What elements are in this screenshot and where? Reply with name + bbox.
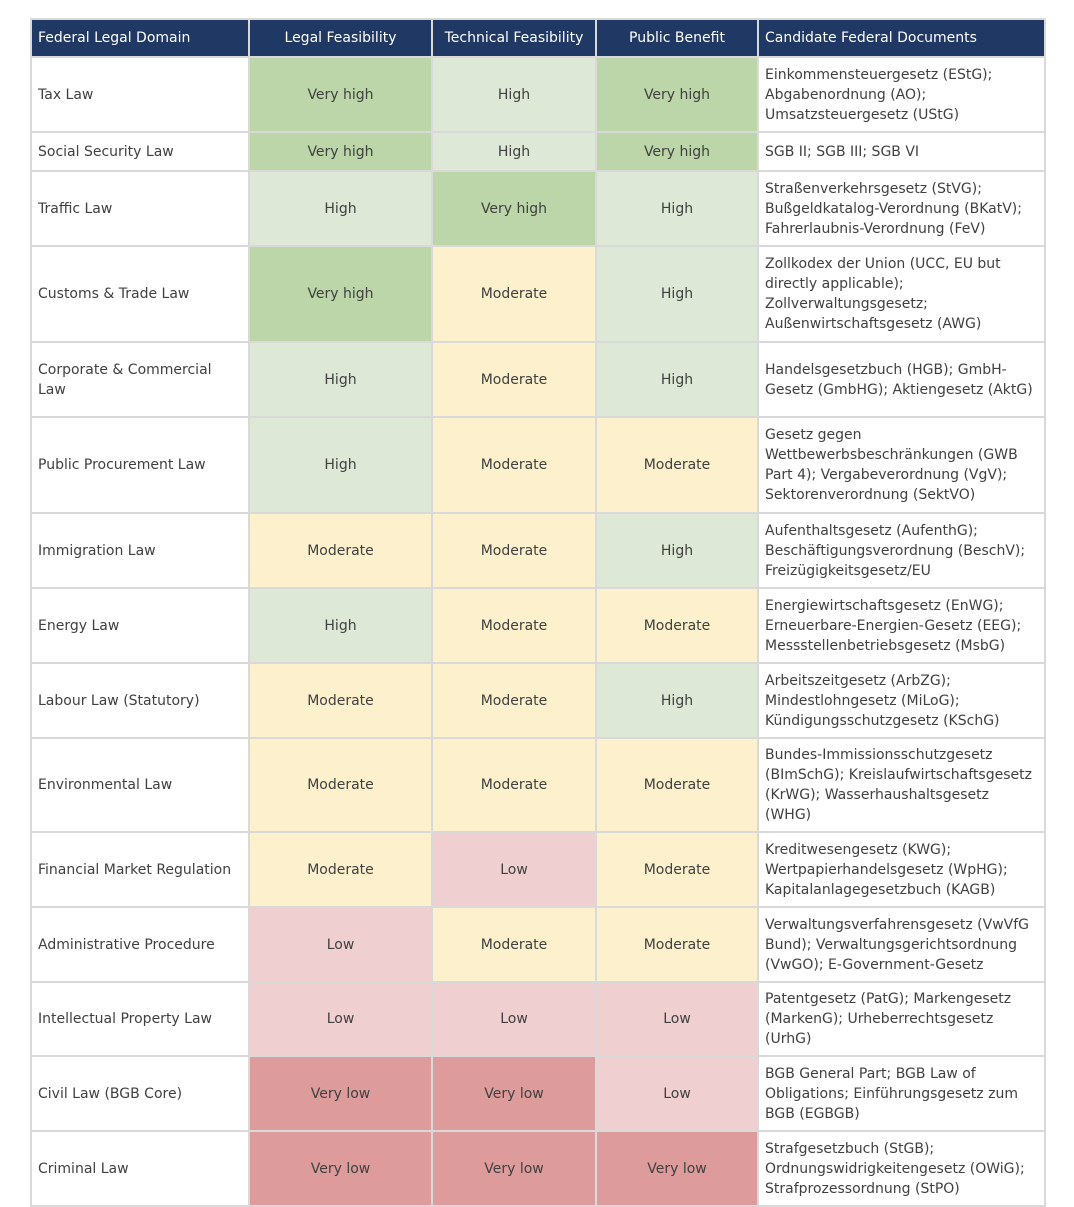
cell-legal-feasibility: Very high — [248, 131, 433, 172]
table-row: Financial Market Regulation Moderate Low Mo… — [30, 831, 1046, 908]
cell-technical-feasibility: High — [431, 56, 597, 133]
table-header-row: Federal Legal Domain Legal Feasibility T… — [30, 18, 1046, 58]
cell-public-benefit: Very high — [595, 56, 759, 133]
cell-candidate-documents: Arbeitszeitgesetz (ArbZG); Mindestlohnge… — [757, 662, 1046, 739]
cell-public-benefit: High — [595, 662, 759, 739]
cell-legal-domain: Traffic Law — [30, 170, 250, 247]
cell-public-benefit: Moderate — [595, 906, 759, 983]
cell-legal-domain: Labour Law (Statutory) — [30, 662, 250, 739]
cell-legal-domain: Public Procurement Law — [30, 416, 250, 514]
cell-candidate-documents: Einkommensteuergesetz (EStG); Abgabenord… — [757, 56, 1046, 133]
cell-technical-feasibility: Very low — [431, 1130, 597, 1207]
cell-public-benefit: High — [595, 170, 759, 247]
table-row: Labour Law (Statutory) Moderate Moderate Hi… — [30, 662, 1046, 739]
table-body: Tax Law Very high High Very high Einkommenst… — [30, 56, 1046, 1207]
cell-candidate-documents: BGB General Part; BGB Law of Obligations… — [757, 1055, 1046, 1132]
cell-public-benefit: Very high — [595, 131, 759, 172]
cell-legal-feasibility: High — [248, 416, 433, 514]
cell-legal-feasibility: High — [248, 341, 433, 418]
cell-legal-domain: Tax Law — [30, 56, 250, 133]
cell-candidate-documents: Verwaltungsverfahrensgesetz (VwVfG Bund)… — [757, 906, 1046, 983]
cell-candidate-documents: Patentgesetz (PatG); Markengesetz (Marke… — [757, 981, 1046, 1057]
cell-legal-feasibility: Moderate — [248, 512, 433, 589]
cell-candidate-documents: Gesetz gegen Wettbewerbsbeschränkungen (… — [757, 416, 1046, 514]
cell-candidate-documents: Bundes-Immissionsschutzgesetz (BImSchG);… — [757, 737, 1046, 833]
cell-public-benefit: Low — [595, 1055, 759, 1132]
feasibility-table: Federal Legal Domain Legal Feasibility T… — [30, 18, 1046, 1207]
cell-candidate-documents: Kreditwesengesetz (KWG); Wertpapierhande… — [757, 831, 1046, 908]
cell-legal-feasibility: High — [248, 170, 433, 247]
cell-legal-domain: Environmental Law — [30, 737, 250, 833]
cell-legal-domain: Civil Law (BGB Core) — [30, 1055, 250, 1132]
cell-candidate-documents: Energiewirtschaftsgesetz (EnWG); Erneuer… — [757, 587, 1046, 664]
table-row: Civil Law (BGB Core) Very low Very low Low B… — [30, 1055, 1046, 1132]
cell-public-benefit: Low — [595, 981, 759, 1057]
cell-legal-feasibility: Moderate — [248, 737, 433, 833]
cell-technical-feasibility: Moderate — [431, 587, 597, 664]
cell-legal-feasibility: Low — [248, 906, 433, 983]
table-row: Criminal Law Very low Very low Very low Stra… — [30, 1130, 1046, 1207]
cell-technical-feasibility: Very low — [431, 1055, 597, 1132]
cell-public-benefit: Moderate — [595, 587, 759, 664]
cell-public-benefit: High — [595, 341, 759, 418]
table-row: Customs & Trade Law Very high Moderate High… — [30, 245, 1046, 343]
cell-legal-domain: Financial Market Regulation — [30, 831, 250, 908]
cell-technical-feasibility: Very high — [431, 170, 597, 247]
header-public-benefit: Public Benefit — [595, 18, 759, 58]
cell-technical-feasibility: Moderate — [431, 512, 597, 589]
cell-legal-feasibility: Moderate — [248, 662, 433, 739]
header-candidate-documents: Candidate Federal Documents — [757, 18, 1046, 58]
cell-legal-domain: Customs & Trade Law — [30, 245, 250, 343]
cell-legal-feasibility: Low — [248, 981, 433, 1057]
cell-technical-feasibility: Low — [431, 831, 597, 908]
cell-legal-feasibility: Very low — [248, 1055, 433, 1132]
header-technical-feasibility: Technical Feasibility — [431, 18, 597, 58]
table-row: Environmental Law Moderate Moderate Moderat… — [30, 737, 1046, 833]
cell-public-benefit: Very low — [595, 1130, 759, 1207]
cell-legal-feasibility: High — [248, 587, 433, 664]
table-row: Corporate & Commercial Law High Moderate Hi… — [30, 341, 1046, 418]
header-legal-feasibility: Legal Feasibility — [248, 18, 433, 58]
table-row: Administrative Procedure Low Moderate Moder… — [30, 906, 1046, 983]
cell-legal-feasibility: Very high — [248, 245, 433, 343]
cell-candidate-documents: Handelsgesetzbuch (HGB); GmbH-Gesetz (Gm… — [757, 341, 1046, 418]
cell-public-benefit: High — [595, 512, 759, 589]
cell-legal-domain: Corporate & Commercial Law — [30, 341, 250, 418]
cell-candidate-documents: Strafgesetzbuch (StGB); Ordnungswidrigke… — [757, 1130, 1046, 1207]
cell-technical-feasibility: Moderate — [431, 341, 597, 418]
cell-public-benefit: Moderate — [595, 737, 759, 833]
cell-technical-feasibility: Moderate — [431, 416, 597, 514]
cell-legal-domain: Administrative Procedure — [30, 906, 250, 983]
cell-candidate-documents: Aufenthaltsgesetz (AufenthG); Beschäftig… — [757, 512, 1046, 589]
cell-legal-domain: Criminal Law — [30, 1130, 250, 1207]
table-row: Intellectual Property Law Low Low Low Patent… — [30, 981, 1046, 1057]
cell-public-benefit: High — [595, 245, 759, 343]
table-row: Traffic Law High Very high High Straßenverke… — [30, 170, 1046, 247]
cell-technical-feasibility: Moderate — [431, 906, 597, 983]
cell-legal-feasibility: Moderate — [248, 831, 433, 908]
cell-legal-domain: Intellectual Property Law — [30, 981, 250, 1057]
table-row: Social Security Law Very high High Very hig… — [30, 131, 1046, 172]
cell-technical-feasibility: Moderate — [431, 737, 597, 833]
cell-technical-feasibility: Low — [431, 981, 597, 1057]
header-federal-legal-domain: Federal Legal Domain — [30, 18, 250, 58]
table-row: Energy Law High Moderate Moderate Energiewir… — [30, 587, 1046, 664]
cell-legal-feasibility: Very high — [248, 56, 433, 133]
cell-candidate-documents: Straßenverkehrsgesetz (StVG); Bußgeldkat… — [757, 170, 1046, 247]
cell-legal-domain: Social Security Law — [30, 131, 250, 172]
cell-candidate-documents: SGB II; SGB III; SGB VI — [757, 131, 1046, 172]
cell-technical-feasibility: Moderate — [431, 245, 597, 343]
cell-candidate-documents: Zollkodex der Union (UCC, EU but directl… — [757, 245, 1046, 343]
cell-public-benefit: Moderate — [595, 416, 759, 514]
cell-public-benefit: Moderate — [595, 831, 759, 908]
table-row: Public Procurement Law High Moderate Modera… — [30, 416, 1046, 514]
table-row: Tax Law Very high High Very high Einkommenst… — [30, 56, 1046, 133]
cell-technical-feasibility: Moderate — [431, 662, 597, 739]
cell-technical-feasibility: High — [431, 131, 597, 172]
table-row: Immigration Law Moderate Moderate High Aufen… — [30, 512, 1046, 589]
cell-legal-feasibility: Very low — [248, 1130, 433, 1207]
feasibility-table-container: Federal Legal Domain Legal Feasibility T… — [30, 18, 1046, 1207]
cell-legal-domain: Immigration Law — [30, 512, 250, 589]
cell-legal-domain: Energy Law — [30, 587, 250, 664]
